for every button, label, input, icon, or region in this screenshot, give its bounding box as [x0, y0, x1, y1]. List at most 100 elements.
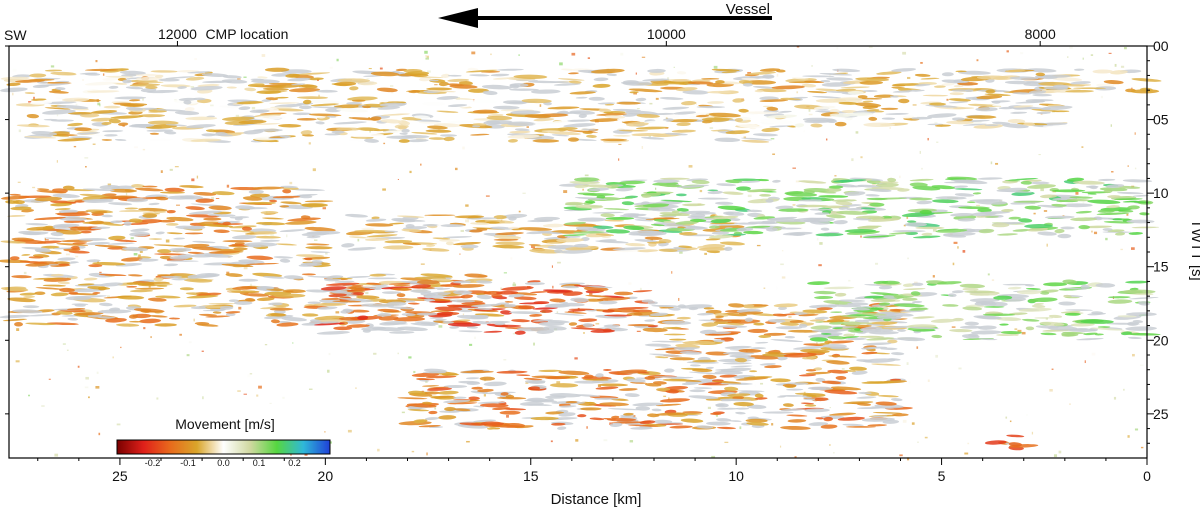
noise-speck	[772, 153, 776, 155]
noise-speck	[936, 141, 939, 143]
reflector-mark	[789, 320, 804, 323]
reflector-mark	[52, 247, 73, 250]
reflector-mark	[863, 358, 896, 363]
reflector-mark	[889, 95, 899, 98]
noise-speck	[829, 407, 831, 409]
reflector-mark	[0, 87, 28, 93]
reflector-mark	[605, 217, 635, 220]
reflector-mark	[715, 80, 725, 84]
reflector-mark	[1012, 228, 1031, 232]
reflector-mark	[440, 224, 465, 228]
reflector-mark	[461, 302, 486, 305]
noise-speck	[990, 161, 993, 165]
reflector-mark	[574, 177, 600, 182]
reflector-mark	[772, 313, 787, 317]
reflector-mark	[820, 79, 831, 83]
noise-speck	[1038, 154, 1041, 156]
reflector-mark	[845, 426, 877, 428]
noise-speck	[781, 250, 784, 252]
reflector-mark	[678, 245, 693, 248]
reflector-mark	[507, 134, 540, 139]
reflector-mark	[187, 71, 212, 74]
reflector-mark	[671, 326, 682, 330]
reflector-mark	[335, 127, 361, 131]
reflector-mark	[285, 73, 301, 78]
reflector-mark	[922, 94, 949, 97]
reflector-mark	[644, 236, 663, 240]
reflector-mark	[1032, 93, 1053, 97]
noise-speck	[1043, 210, 1048, 212]
reflector-mark	[778, 208, 809, 212]
reflector-mark	[21, 254, 31, 256]
reflector-mark	[642, 78, 670, 82]
reflector-mark	[570, 327, 605, 330]
reflector-mark	[970, 211, 997, 217]
reflector-mark	[982, 313, 1016, 317]
reflector-mark	[31, 131, 58, 136]
noise-speck	[95, 59, 98, 63]
reflector-mark	[1062, 279, 1077, 285]
reflector-mark	[931, 185, 955, 190]
noise-speck	[420, 163, 422, 166]
reflector-mark	[594, 397, 620, 400]
noise-speck	[434, 84, 438, 86]
reflector-mark	[159, 191, 186, 194]
noise-speck	[304, 453, 308, 456]
noise-speck	[1084, 360, 1086, 364]
reflector-mark	[56, 105, 89, 110]
reflector-mark	[489, 226, 514, 230]
reflector-mark	[556, 238, 585, 243]
reflector-mark	[231, 243, 240, 246]
reflector-mark	[1112, 218, 1123, 221]
noise-speck	[420, 263, 425, 265]
reflector-mark	[351, 133, 384, 138]
top-axis-label: CMP location	[205, 26, 288, 42]
reflector-mark	[557, 78, 585, 81]
reflector-mark	[667, 119, 702, 123]
reflector-mark	[26, 314, 58, 317]
reflector-mark	[659, 398, 691, 403]
reflector-mark	[195, 292, 209, 294]
reflector-mark	[619, 197, 634, 200]
reflector-mark	[393, 316, 426, 322]
noise-speck	[210, 104, 214, 107]
reflector-mark	[652, 112, 676, 116]
reflector-mark	[270, 106, 292, 109]
noise-speck	[143, 327, 146, 330]
reflector-mark	[567, 137, 580, 142]
reflector-mark	[148, 238, 163, 240]
reflector-mark	[426, 125, 448, 130]
reflector-mark	[689, 218, 707, 223]
reflector-mark	[166, 216, 194, 222]
reflector-mark	[1037, 231, 1057, 236]
reflector-mark	[577, 414, 587, 418]
reflector-mark	[1089, 185, 1098, 190]
reflector-mark	[425, 129, 452, 133]
noise-speck	[465, 219, 469, 223]
noise-speck	[595, 322, 600, 325]
reflector-mark	[171, 278, 187, 281]
reflector-mark	[568, 80, 582, 84]
noise-speck	[987, 395, 989, 398]
reflector-mark	[705, 238, 721, 241]
reflector-mark	[280, 185, 299, 189]
reflector-mark	[722, 362, 752, 365]
reflector-mark	[282, 189, 292, 194]
reflector-mark	[416, 92, 428, 94]
reflector-mark	[329, 275, 344, 279]
reflector-mark	[574, 243, 589, 248]
reflector-mark	[52, 224, 71, 229]
reflector-mark	[1013, 200, 1045, 203]
noise-speck	[1049, 388, 1053, 392]
reflector-mark	[653, 419, 673, 424]
reflector-mark	[762, 411, 794, 414]
noise-speck	[1069, 46, 1073, 49]
reflector-mark	[443, 296, 466, 299]
reflector-mark	[7, 215, 26, 217]
noise-speck	[903, 224, 906, 227]
reflector-mark	[443, 385, 468, 389]
reflector-mark	[815, 321, 824, 323]
reflector-mark	[955, 70, 967, 73]
reflector-mark	[449, 326, 459, 329]
noise-speck	[795, 180, 800, 183]
